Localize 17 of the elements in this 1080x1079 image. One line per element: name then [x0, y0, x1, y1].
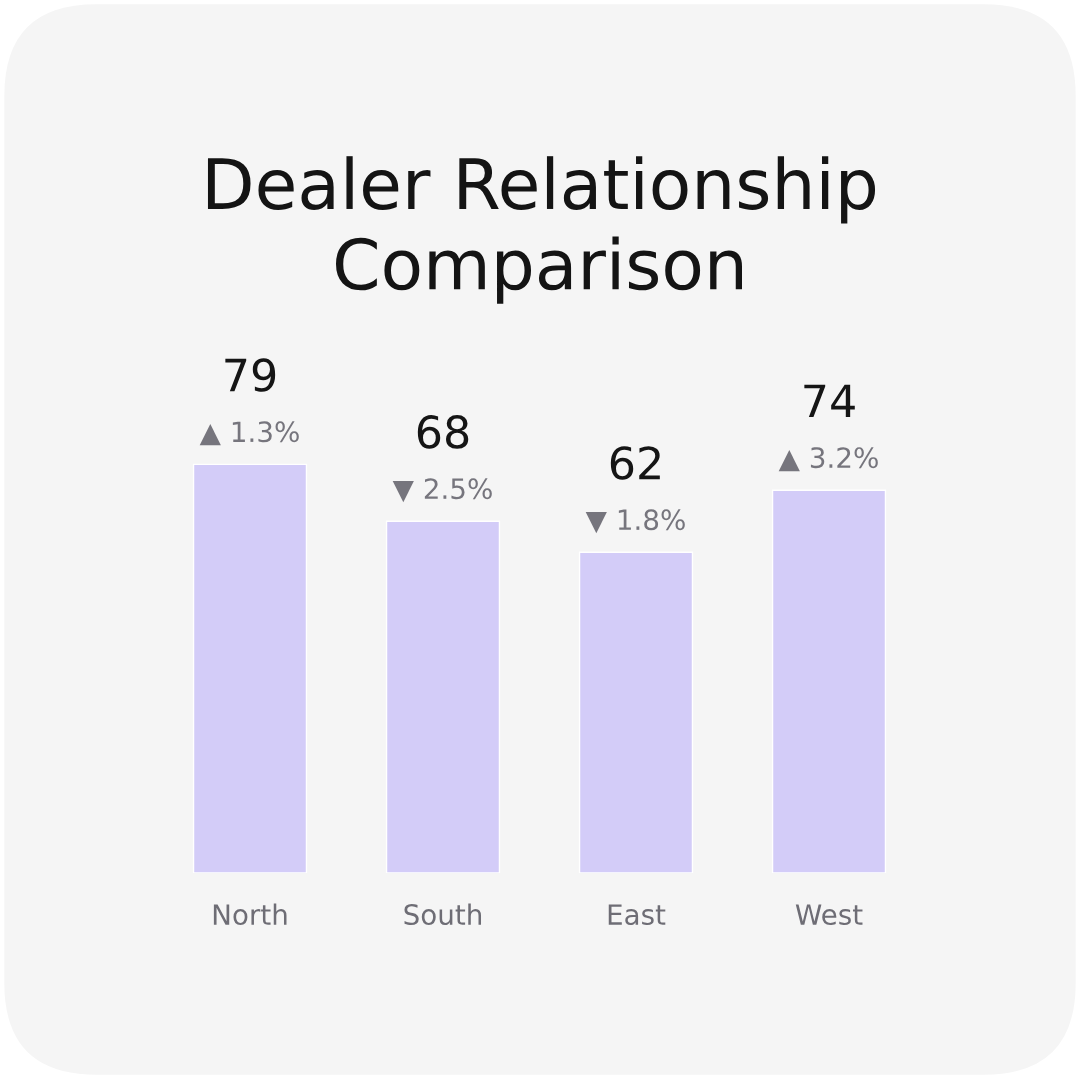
chart-title: Dealer Relationship Comparison — [207, 156, 876, 304]
data-label: 62 — [610, 446, 660, 480]
data-label: 74 — [804, 384, 855, 418]
x-tick-label: North — [213, 903, 287, 926]
x-tick-label: South — [404, 903, 482, 926]
bar — [192, 463, 308, 873]
annotation: ▼ 1.8% — [585, 509, 685, 534]
data-label: 68 — [417, 415, 469, 449]
x-tick-label: East — [608, 904, 666, 926]
data-label: 79 — [225, 358, 276, 392]
annotation: ▲ 1.3% — [199, 421, 299, 446]
annotation: ▼ 2.5% — [392, 478, 492, 503]
bar — [578, 551, 694, 873]
bar — [771, 489, 887, 873]
x-tick-label: West — [795, 904, 863, 926]
annotation: ▲ 3.2% — [778, 447, 878, 472]
bar — [385, 520, 501, 873]
